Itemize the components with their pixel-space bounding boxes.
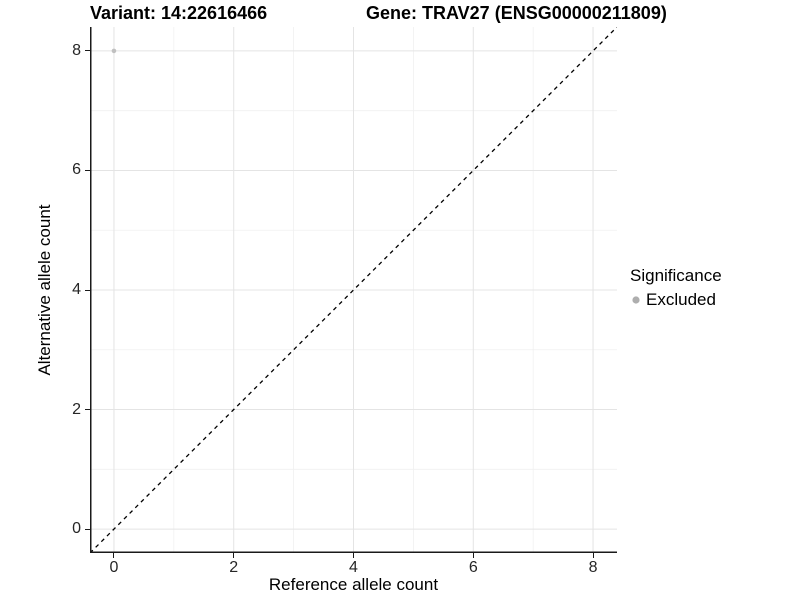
x-tick-label: 2 (229, 559, 239, 576)
y-tick-mark (85, 50, 90, 52)
x-tick-label: 6 (468, 559, 478, 576)
y-tick-label: 0 (72, 520, 81, 538)
legend-dot (632, 296, 640, 304)
legend-title: Significance (630, 266, 722, 285)
x-tick-mark (113, 553, 115, 558)
y-tick-mark (85, 289, 90, 291)
legend: Significance Excluded (629, 266, 722, 310)
y-tick-label: 6 (72, 161, 81, 179)
x-axis-title: Reference allele count (268, 575, 439, 594)
plot-title-variant: Variant: 14:22616466 (90, 3, 268, 23)
y-tick-label: 2 (72, 400, 81, 418)
legend-item-excluded: Excluded (629, 290, 722, 310)
x-tick-label: 8 (588, 559, 598, 576)
plot-panel (90, 27, 617, 553)
legend-item-label: Excluded (646, 290, 716, 309)
x-tick-mark (472, 553, 474, 558)
x-tick-mark (233, 553, 235, 558)
x-tick-label: 4 (349, 559, 358, 576)
x-tick-mark (353, 553, 354, 558)
y-tick-mark (85, 169, 90, 171)
data-point (111, 48, 117, 54)
legend-point-icon (632, 296, 640, 304)
y-axis-title: Alternative allele count (35, 204, 54, 376)
x-tick-mark (592, 553, 594, 558)
plot-title-gene: Gene: TRAV27 (ENSG00000211809) (366, 3, 667, 23)
x-tick-label: 0 (109, 559, 119, 576)
y-tick-mark (85, 409, 90, 411)
y-tick-label: 4 (72, 281, 81, 298)
y-tick-label: 8 (72, 41, 81, 59)
y-tick-mark (85, 528, 90, 530)
